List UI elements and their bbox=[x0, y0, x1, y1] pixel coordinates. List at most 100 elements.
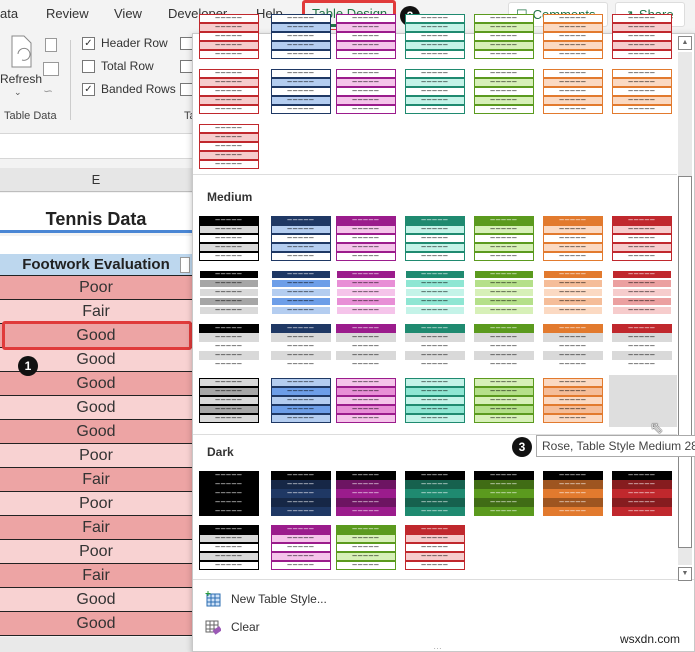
table-style-swatch[interactable]: ––––––––––––––––––––––––– bbox=[474, 14, 534, 60]
new-table-style-menu-item[interactable]: New Table Style... bbox=[205, 591, 327, 607]
formula-bar[interactable] bbox=[0, 133, 192, 159]
table-style-swatch[interactable]: ––––––––––––––––––––––––– bbox=[405, 324, 465, 370]
table-row[interactable]: Poor bbox=[0, 492, 192, 516]
table-style-swatch[interactable]: ––––––––––––––––––––––––– bbox=[612, 69, 672, 115]
table-style-swatch[interactable]: ––––––––––––––––––––––––– bbox=[543, 14, 603, 60]
tab-view[interactable]: View bbox=[114, 6, 142, 21]
table-style-swatch[interactable]: ––––––––––––––––––––––––– bbox=[612, 216, 672, 262]
table-row[interactable]: Poor bbox=[0, 276, 192, 300]
tab-data[interactable]: ata bbox=[0, 6, 19, 21]
table-style-swatch[interactable]: ––––––––––––––––––––––––– bbox=[336, 471, 396, 517]
table-style-swatch[interactable]: ––––––––––––––––––––––––– bbox=[543, 69, 603, 115]
table-row[interactable]: Good bbox=[0, 420, 192, 444]
table-style-swatch[interactable]: ––––––––––––––––––––––––– bbox=[543, 324, 603, 370]
clear-menu-item[interactable]: Clear bbox=[205, 619, 260, 635]
filter-dropdown-button[interactable] bbox=[180, 257, 190, 273]
table-style-swatch[interactable]: ––––––––––––––––––––––––– bbox=[474, 270, 534, 316]
table-row[interactable]: Poor bbox=[0, 444, 192, 468]
table-style-swatch[interactable]: ––––––––––––––––––––––––– bbox=[199, 270, 259, 316]
table-style-swatch[interactable]: ––––––––––––––––––––––––– bbox=[612, 471, 672, 517]
table-style-swatch[interactable]: ––––––––––––––––––––––––– bbox=[405, 378, 465, 424]
table-style-swatch[interactable]: ––––––––––––––––––––––––– bbox=[543, 270, 603, 316]
tab-review[interactable]: Review bbox=[46, 6, 89, 21]
checkbox-checked-icon: ✓ bbox=[82, 82, 95, 96]
table-style-swatch[interactable]: ––––––––––––––––––––––––– bbox=[199, 69, 259, 115]
scroll-thumb[interactable] bbox=[678, 176, 692, 548]
header-row-checkbox[interactable]: ✓ Header Row bbox=[82, 36, 168, 50]
table-style-swatch[interactable]: ––––––––––––––––––––––––– bbox=[271, 471, 331, 517]
table-row[interactable]: Good bbox=[0, 588, 192, 612]
resize-grip[interactable]: … bbox=[433, 641, 443, 651]
refresh-button[interactable]: Refresh ⌄ bbox=[0, 34, 42, 100]
table-row[interactable]: Fair bbox=[0, 468, 192, 492]
table-style-swatch[interactable]: ––––––––––––––––––––––––– bbox=[543, 216, 603, 262]
swatch-row: ––––– bbox=[271, 396, 331, 405]
properties-icon[interactable] bbox=[45, 38, 57, 52]
table-row[interactable]: Poor bbox=[0, 540, 192, 564]
table-style-swatch[interactable]: ––––––––––––––––––––––––– bbox=[271, 216, 331, 262]
table-style-swatch[interactable]: ––––––––––––––––––––––––– bbox=[271, 69, 331, 115]
table-style-swatch[interactable]: ––––––––––––––––––––––––– bbox=[271, 14, 331, 60]
table-style-swatch[interactable]: ––––––––––––––––––––––––– bbox=[271, 270, 331, 316]
empty-row[interactable] bbox=[0, 236, 192, 254]
table-style-swatch[interactable]: ––––––––––––––––––––––––– bbox=[199, 216, 259, 262]
banded-rows-checkbox[interactable]: ✓ Banded Rows bbox=[82, 82, 176, 96]
scroll-up-button[interactable]: ▲ bbox=[678, 36, 692, 50]
table-style-swatch[interactable]: ––––––––––––––––––––––––– bbox=[612, 324, 672, 370]
table-style-swatch[interactable]: ––––––––––––––––––––––––– bbox=[199, 471, 259, 517]
swatch-row: ––––– bbox=[199, 288, 259, 297]
table-style-swatch[interactable]: ––––––––––––––––––––––––– bbox=[336, 14, 396, 60]
table-style-swatch[interactable]: ––––––––––––––––––––––––– bbox=[336, 378, 396, 424]
open-in-browser-icon[interactable] bbox=[43, 62, 59, 76]
table-style-swatch[interactable]: ––––––––––––––––––––––––– bbox=[405, 270, 465, 316]
new-table-style-label: New Table Style... bbox=[231, 592, 327, 606]
swatch-row: ––––– bbox=[474, 279, 534, 288]
table-style-swatch[interactable]: ––––––––––––––––––––––––– bbox=[612, 270, 672, 316]
table-style-swatch[interactable]: ––––––––––––––––––––––––– bbox=[199, 324, 259, 370]
table-row[interactable]: Fair bbox=[0, 516, 192, 540]
table-style-swatch[interactable]: ––––––––––––––––––––––––– bbox=[405, 471, 465, 517]
table-row[interactable]: Fair bbox=[0, 564, 192, 588]
swatch-row: ––––– bbox=[543, 270, 603, 279]
table-header-cell[interactable]: Footwork Evaluation bbox=[0, 254, 192, 276]
sheet-title[interactable]: Tennis Data bbox=[0, 193, 192, 233]
swatch-row: ––––– bbox=[199, 534, 259, 543]
table-style-swatch[interactable]: ––––––––––––––––––––––––– bbox=[543, 471, 603, 517]
table-style-swatch[interactable]: ––––––––––––––––––––––––– bbox=[474, 378, 534, 424]
table-style-swatch[interactable]: ––––––––––––––––––––––––– bbox=[271, 525, 331, 571]
table-style-swatch[interactable]: ––––––––––––––––––––––––– bbox=[612, 14, 672, 60]
table-style-swatch[interactable]: ––––––––––––––––––––––––– bbox=[474, 471, 534, 517]
table-style-swatch[interactable]: ––––––––––––––––––––––––– bbox=[405, 69, 465, 115]
table-style-swatch[interactable]: ––––––––––––––––––––––––– bbox=[199, 124, 259, 170]
table-style-swatch[interactable]: ––––––––––––––––––––––––– bbox=[199, 525, 259, 571]
table-style-swatch[interactable]: ––––––––––––––––––––––––– bbox=[405, 216, 465, 262]
column-header-e[interactable]: E bbox=[0, 168, 192, 192]
table-style-swatch[interactable]: ––––––––––––––––––––––––– bbox=[543, 378, 603, 424]
table-style-swatch[interactable]: ––––––––––––––––––––––––– bbox=[405, 525, 465, 571]
scroll-down-button[interactable]: ▼ bbox=[678, 567, 692, 581]
swatch-row: ––––– bbox=[336, 41, 396, 50]
swatch-row: ––––– bbox=[336, 543, 396, 552]
table-style-swatch[interactable]: ––––––––––––––––––––––––– bbox=[336, 270, 396, 316]
table-style-swatch[interactable]: ––––––––––––––––––––––––– bbox=[405, 14, 465, 60]
table-style-swatch[interactable]: ––––––––––––––––––––––––– bbox=[474, 216, 534, 262]
total-row-checkbox[interactable]: Total Row bbox=[82, 59, 154, 73]
table-style-swatch[interactable]: ––––––––––––––––––––––––– bbox=[336, 324, 396, 370]
table-style-swatch[interactable]: ––––––––––––––––––––––––– bbox=[336, 525, 396, 571]
gallery-scrollbar[interactable]: ▲ ▼ bbox=[678, 36, 692, 581]
mouse-cursor-icon: ⬁ bbox=[650, 420, 664, 437]
swatch-row: ––––– bbox=[271, 32, 331, 41]
table-style-swatch[interactable]: ––––––––––––––––––––––––– bbox=[474, 69, 534, 115]
table-style-swatch[interactable]: ––––––––––––––––––––––––– bbox=[199, 14, 259, 60]
swatch-row: ––––– bbox=[405, 87, 465, 96]
table-style-swatch[interactable]: ––––––––––––––––––––––––– bbox=[474, 324, 534, 370]
table-style-swatch[interactable]: ––––––––––––––––––––––––– bbox=[271, 378, 331, 424]
table-style-swatch[interactable]: ––––––––––––––––––––––––– bbox=[199, 378, 259, 424]
table-row[interactable]: Good bbox=[0, 612, 192, 636]
table-row[interactable]: Good bbox=[0, 396, 192, 420]
table-style-swatch[interactable]: ––––––––––––––––––––––––– bbox=[336, 216, 396, 262]
unlink-icon[interactable]: ∽ bbox=[43, 84, 54, 98]
table-style-swatch[interactable]: ––––––––––––––––––––––––– bbox=[336, 69, 396, 115]
table-row[interactable]: Good bbox=[0, 372, 192, 396]
table-style-swatch[interactable]: ––––––––––––––––––––––––– bbox=[271, 324, 331, 370]
